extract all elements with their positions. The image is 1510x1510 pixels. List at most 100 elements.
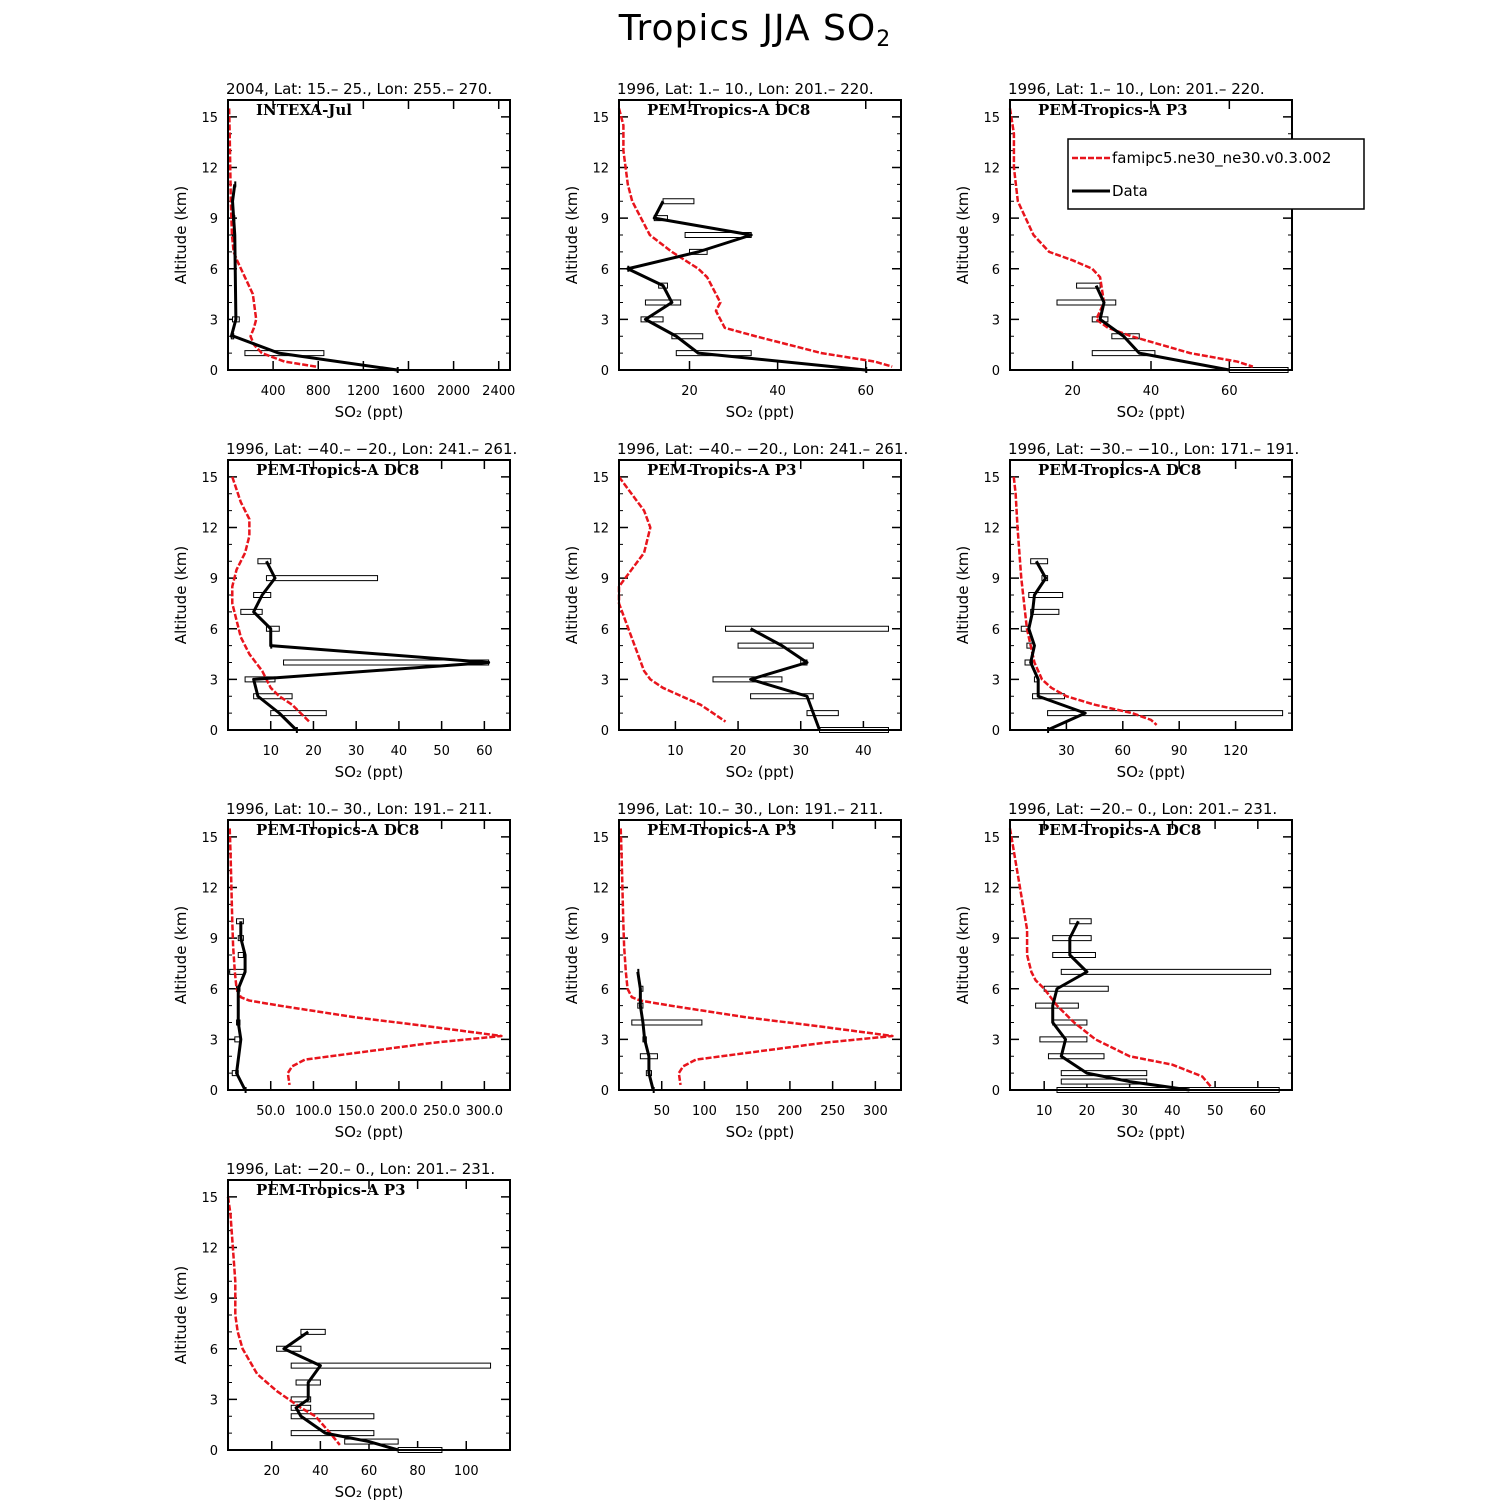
y-axis-label: Altitude (km) <box>563 186 581 284</box>
x-axis-label: SO₂ (ppt) <box>726 1123 795 1141</box>
x-tick-label: 60 <box>1221 384 1238 399</box>
campaign-label: PEM-Tropics-A DC8 <box>1038 821 1201 839</box>
y-tick-label: 3 <box>992 673 1000 688</box>
y-tick-label: 3 <box>601 673 609 688</box>
model-line <box>226 1196 341 1446</box>
legend: famipc5.ne30_ne30.v0.3.002 Data <box>1067 138 1365 210</box>
x-tick-label: 150.0 <box>338 1104 375 1119</box>
y-tick-label: 12 <box>592 162 609 177</box>
x-tick-label: 30 <box>1058 744 1075 759</box>
x-tick-label: 300 <box>863 1104 888 1119</box>
y-axis-label: Altitude (km) <box>563 546 581 644</box>
data-line <box>749 627 821 731</box>
y-tick-label: 6 <box>601 983 609 998</box>
y-tick-label: 9 <box>992 212 1000 227</box>
error-bar <box>671 333 704 340</box>
y-tick-label: 15 <box>592 831 609 846</box>
data-line <box>229 184 398 372</box>
y-tick-label: 0 <box>601 724 609 739</box>
y-tick-label: 15 <box>983 471 1000 486</box>
plot-frame <box>227 459 511 731</box>
plot-frame <box>227 819 511 1091</box>
error-bar <box>290 1396 312 1403</box>
panel-title: 1996, Lat: 10.– 30., Lon: 191.– 211. <box>226 800 492 818</box>
x-axis-label: SO₂ (ppt) <box>335 403 404 421</box>
y-tick-label: 3 <box>601 1033 609 1048</box>
x-tick-label: 800 <box>306 384 331 399</box>
x-axis-label: SO₂ (ppt) <box>1117 1123 1186 1141</box>
model-line <box>617 108 893 368</box>
y-tick-label: 9 <box>210 572 218 587</box>
x-tick-label: 20 <box>263 1464 280 1479</box>
y-tick-label: 15 <box>201 471 218 486</box>
panel-title: 2004, Lat: 15.– 25., Lon: 255.– 270. <box>226 80 492 98</box>
error-bar <box>1024 659 1034 666</box>
y-tick-label: 6 <box>992 263 1000 278</box>
y-tick-label: 9 <box>601 932 609 947</box>
y-tick-label: 3 <box>210 1393 218 1408</box>
x-tick-label: 1200 <box>347 384 380 399</box>
error-bar <box>270 710 327 717</box>
error-bar <box>240 608 263 615</box>
x-tick-label: 40 <box>312 1464 329 1479</box>
y-tick-label: 15 <box>201 1191 218 1206</box>
x-tick-label: 60 <box>1115 744 1132 759</box>
error-bar <box>1052 1019 1088 1026</box>
y-tick-label: 3 <box>601 313 609 328</box>
y-tick-label: 9 <box>601 212 609 227</box>
error-bar <box>1091 350 1156 357</box>
x-tick-label: 100 <box>692 1104 717 1119</box>
x-axis-label: SO₂ (ppt) <box>726 763 795 781</box>
x-tick-label: 50 <box>1207 1104 1224 1119</box>
y-tick-label: 15 <box>201 111 218 126</box>
y-tick-label: 0 <box>992 724 1000 739</box>
model-line <box>1012 476 1158 726</box>
y-tick-label: 0 <box>601 1084 609 1099</box>
legend-box <box>1067 138 1365 210</box>
y-tick-label: 9 <box>210 1292 218 1307</box>
plot-frame <box>1009 819 1293 1091</box>
data-line <box>282 1330 399 1452</box>
panel-10: 1996, Lat: −20.– 0., Lon: 201.– 231. PEM-… <box>172 1160 511 1501</box>
x-axis-label: SO₂ (ppt) <box>726 403 795 421</box>
data-line <box>252 560 491 732</box>
x-tick-label: 30 <box>348 744 365 759</box>
model-line <box>619 828 894 1086</box>
y-tick-label: 6 <box>210 1343 218 1358</box>
panel-2: 1996, Lat: 1.– 10., Lon: 201.– 220. PEM-T… <box>563 80 902 421</box>
y-tick-label: 6 <box>992 623 1000 638</box>
x-tick-label: 300.0 <box>466 1104 503 1119</box>
y-tick-label: 3 <box>992 1033 1000 1048</box>
page-title-subscript: 2 <box>876 27 892 52</box>
x-axis-label: SO₂ (ppt) <box>1117 763 1186 781</box>
y-tick-label: 3 <box>992 313 1000 328</box>
model-line <box>227 108 317 368</box>
y-tick-label: 12 <box>201 522 218 537</box>
model-line <box>1008 828 1212 1088</box>
error-bar <box>712 676 783 683</box>
data-line <box>235 921 247 1091</box>
plot-frame <box>1009 99 1293 371</box>
model-line <box>617 476 727 723</box>
x-tick-label: 200 <box>777 1104 802 1119</box>
error-bar <box>265 575 379 582</box>
y-axis-label: Altitude (km) <box>563 906 581 1004</box>
y-tick-label: 15 <box>983 831 1000 846</box>
error-bar <box>1030 608 1060 615</box>
y-axis-label: Altitude (km) <box>172 906 190 1004</box>
x-tick-label: 20 <box>305 744 322 759</box>
x-axis-label: SO₂ (ppt) <box>1117 403 1186 421</box>
x-tick-label: 1600 <box>392 384 425 399</box>
data-line <box>1027 560 1087 732</box>
y-tick-label: 0 <box>210 1444 218 1459</box>
x-tick-label: 40 <box>1164 1104 1181 1119</box>
y-tick-label: 15 <box>592 471 609 486</box>
y-tick-label: 0 <box>992 364 1000 379</box>
panel-title: 1996, Lat: 1.– 10., Lon: 201.– 220. <box>1008 80 1265 98</box>
y-tick-label: 6 <box>210 983 218 998</box>
y-axis-label: Altitude (km) <box>172 186 190 284</box>
error-bar <box>725 625 889 632</box>
data-line <box>1094 284 1230 372</box>
legend-data-label: Data <box>1112 182 1148 200</box>
y-axis-label: Altitude (km) <box>954 906 972 1004</box>
